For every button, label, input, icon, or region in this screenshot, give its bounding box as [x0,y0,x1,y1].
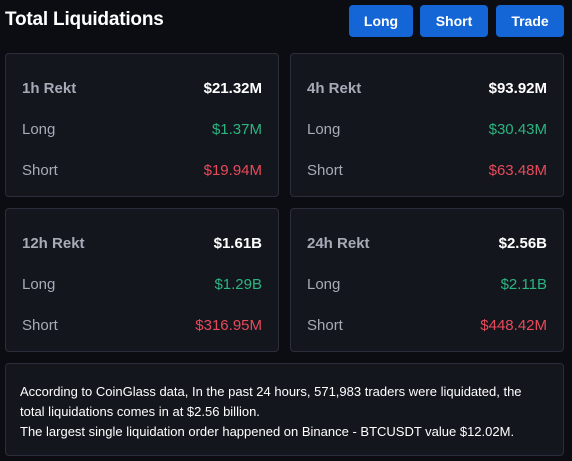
card-long-label: Long [307,120,341,138]
card-long-label: Long [22,120,56,138]
card-long-value: $30.43M [488,120,547,138]
card-long-row: Long $1.29B [22,274,262,294]
long-button[interactable]: Long [349,5,413,37]
card-long-row: Long $1.37M [22,119,262,139]
card-short-row: Short $19.94M [22,160,262,180]
card-long-label: Long [307,275,341,293]
card-long-value: $2.11B [500,275,547,293]
card-total-row: 12h Rekt $1.61B [22,233,262,253]
card-long-label: Long [22,275,56,293]
card-short-label: Short [22,161,58,179]
summary-line-2: The largest single liquidation order hap… [20,424,515,439]
summary-line-1: According to CoinGlass data, In the past… [20,384,522,419]
card-long-row: Long $2.11B [307,274,547,294]
card-total-row: 1h Rekt $21.32M [22,78,262,98]
liquidation-card-12h: 12h Rekt $1.61B Long $1.29B Short $316.9… [5,208,279,352]
card-period-label: 4h Rekt [307,79,362,97]
card-short-row: Short $316.95M [22,315,262,335]
liquidation-card-4h: 4h Rekt $93.92M Long $30.43M Short $63.4… [290,53,564,197]
trade-button[interactable]: Trade [496,5,564,37]
card-total-value: $1.61B [213,234,262,252]
card-short-row: Short $63.48M [307,160,547,180]
card-short-value: $63.48M [488,161,547,179]
card-total-value: $2.56B [498,234,547,252]
card-short-value: $448.42M [480,316,547,334]
page-title: Total Liquidations [5,9,164,30]
liquidation-summary: According to CoinGlass data, In the past… [5,363,564,456]
card-total-row: 4h Rekt $93.92M [307,78,547,98]
card-period-label: 24h Rekt [307,234,370,252]
liquidation-card-24h: 24h Rekt $2.56B Long $2.11B Short $448.4… [290,208,564,352]
card-short-label: Short [307,316,343,334]
card-long-value: $1.29B [214,275,262,293]
card-long-row: Long $30.43M [307,119,547,139]
card-long-value: $1.37M [211,120,262,138]
header: Total Liquidations Long Short Trade [0,0,572,42]
card-period-label: 1h Rekt [22,79,77,97]
card-period-label: 12h Rekt [22,234,85,252]
card-short-label: Short [22,316,58,334]
short-button[interactable]: Short [420,5,488,37]
card-short-label: Short [307,161,343,179]
card-short-row: Short $448.42M [307,315,547,335]
card-total-row: 24h Rekt $2.56B [307,233,547,253]
card-short-value: $19.94M [203,161,262,179]
card-total-value: $21.32M [203,79,262,97]
card-total-value: $93.92M [488,79,547,97]
card-short-value: $316.95M [195,316,262,334]
liquidation-card-1h: 1h Rekt $21.32M Long $1.37M Short $19.94… [5,53,279,197]
